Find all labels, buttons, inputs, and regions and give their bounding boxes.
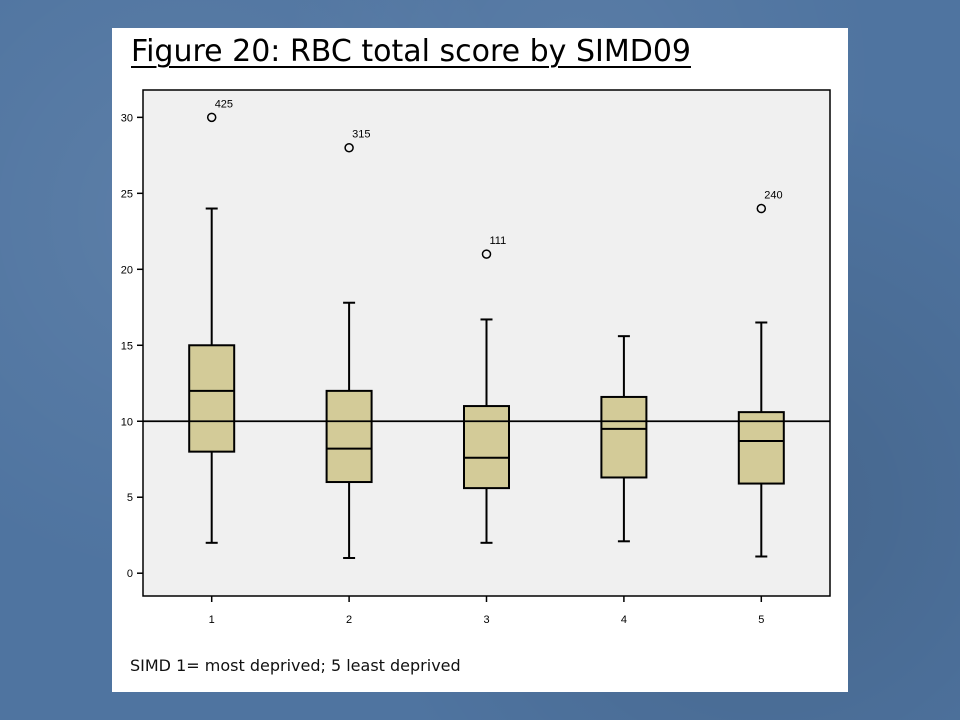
slide: Figure 20: RBC total score by SIMD09 0 5 1… bbox=[112, 28, 848, 692]
x-tick-label: 4 bbox=[621, 614, 627, 626]
box-2 bbox=[325, 389, 373, 484]
outlier-label: 425 bbox=[215, 98, 233, 110]
y-tick-label: 25 bbox=[121, 188, 133, 200]
box-1 bbox=[188, 344, 236, 453]
outlier-label: 111 bbox=[490, 235, 507, 247]
y-tick-label: 15 bbox=[121, 340, 133, 352]
outlier-point bbox=[756, 203, 767, 214]
box-3 bbox=[463, 405, 510, 490]
x-tick-label: 3 bbox=[483, 614, 489, 626]
y-tick-label: 0 bbox=[127, 568, 133, 580]
outlier-label: 315 bbox=[352, 129, 370, 141]
outlier-label: 240 bbox=[764, 190, 782, 202]
slide-title: Figure 20: RBC total score by SIMD09 bbox=[131, 34, 691, 69]
y-tick-label: 30 bbox=[121, 112, 133, 124]
y-tick-label: 5 bbox=[127, 492, 133, 504]
x-tick-label: 1 bbox=[209, 614, 215, 626]
box-4 bbox=[600, 395, 648, 479]
boxplot-chart: 0 5 10 15 20 25 30 1 2 3 4 5 425 315 111 240 bbox=[121, 89, 831, 626]
x-tick-label: 2 bbox=[346, 614, 352, 626]
y-tick-label: 20 bbox=[121, 264, 133, 276]
box-5 bbox=[737, 411, 785, 485]
outlier-point bbox=[206, 112, 217, 123]
outlier-point bbox=[344, 142, 354, 153]
x-tick-label: 5 bbox=[758, 614, 764, 626]
outlier-point bbox=[481, 249, 492, 259]
slide-caption: SIMD 1= most deprived; 5 least deprived bbox=[130, 656, 461, 675]
y-tick-label: 10 bbox=[121, 416, 133, 428]
